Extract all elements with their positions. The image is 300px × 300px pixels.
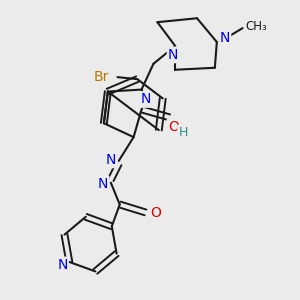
Text: O: O <box>150 206 161 220</box>
Text: N: N <box>98 177 108 191</box>
Text: CH₃: CH₃ <box>246 20 267 33</box>
Text: N: N <box>220 31 230 45</box>
Text: N: N <box>140 92 151 106</box>
Text: O: O <box>168 120 179 134</box>
Text: N: N <box>168 48 178 62</box>
Text: N: N <box>106 153 116 167</box>
Text: Br: Br <box>94 70 109 84</box>
Text: H: H <box>178 126 188 139</box>
Text: N: N <box>57 258 68 272</box>
